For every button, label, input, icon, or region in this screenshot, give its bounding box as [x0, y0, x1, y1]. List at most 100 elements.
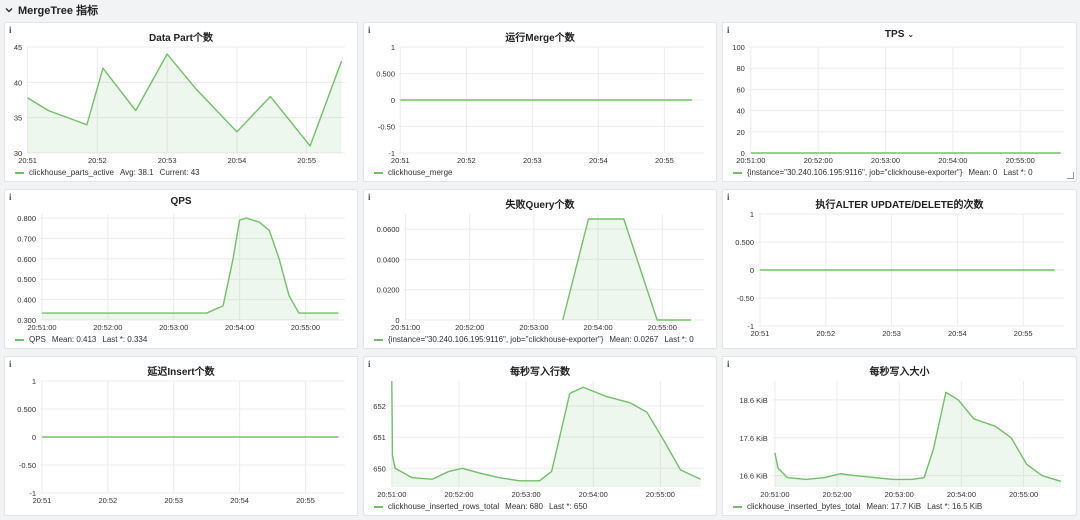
- legend-swatch: [374, 505, 383, 508]
- panel-title[interactable]: 运行Merge个数: [364, 29, 716, 44]
- panel-title[interactable]: Data Part个数: [5, 29, 357, 44]
- panel-tps[interactable]: i TPS ⌄ 0 20 40 60 80 100 20:51:00 20:52:00 20:53:0…: [722, 22, 1077, 182]
- panel-inserted-bytes-per-sec[interactable]: i 每秒写入大小 16.6 KiB 17.6 KiB 18.6 KiB 20:51:00 2…: [722, 356, 1077, 516]
- x-tick-label: 20:54: [589, 156, 608, 165]
- panel-title[interactable]: 执行ALTER UPDATE/DELETE的次数: [723, 196, 1076, 211]
- y-tick-label: -0.50: [737, 294, 754, 303]
- x-tick-label: 20:52: [457, 156, 476, 165]
- info-icon[interactable]: i: [9, 359, 12, 369]
- legend[interactable]: QPS Mean: 0.413 Last *: 0.334: [15, 335, 147, 344]
- legend[interactable]: clickhouse_inserted_rows_total Mean: 680 L…: [374, 502, 587, 511]
- panel-alter-update-delete-count[interactable]: i 执行ALTER UPDATE/DELETE的次数 -1 -0.50 0 0.500 1 2…: [722, 189, 1077, 349]
- x-tick-label: 20:51: [18, 156, 37, 165]
- info-icon[interactable]: i: [727, 25, 730, 35]
- panel-title[interactable]: 失败Query个数: [364, 196, 716, 211]
- legend-series-name[interactable]: {instance="30.240.106.195:9116", job="cl…: [388, 335, 604, 344]
- x-tick-label: 20:55:00: [1006, 156, 1035, 165]
- legend-stat: Last *: 0: [1003, 168, 1033, 177]
- y-tick-label: 0.500: [376, 70, 395, 79]
- x-tick-label: 20:55:00: [1009, 490, 1038, 499]
- x-tick-label: 20:54:00: [947, 490, 976, 499]
- panel-inserted-rows-per-sec[interactable]: i 每秒写入行数 650 651 652 20:51:00 20:52:00 20:53:00…: [363, 356, 717, 516]
- legend-series-name[interactable]: clickhouse_inserted_bytes_total: [747, 502, 861, 511]
- chart-svg: -1 -0.50 0 0.500 1 20:51 20:52 20:53 20:54 20:55: [735, 210, 1064, 338]
- info-icon[interactable]: i: [368, 359, 371, 369]
- legend-stat: Mean: 680: [505, 502, 543, 511]
- panel-title-text: 运行Merge个数: [505, 33, 575, 44]
- x-tick-label: 20:55: [296, 496, 315, 505]
- x-tick-label: 20:54: [230, 496, 249, 505]
- legend-stat: Last *: 16.5 KiB: [927, 502, 983, 511]
- panel-title-text: 延迟Insert个数: [147, 367, 215, 378]
- legend-stat: Mean: 0.413: [51, 335, 97, 344]
- y-tick-label: 1: [391, 43, 395, 52]
- panel-title[interactable]: 延迟Insert个数: [5, 363, 357, 378]
- panel-delayed-insert-count[interactable]: i 延迟Insert个数 -1 -0.50 0 0.500 1 20:51 20:52 20:53…: [4, 356, 358, 516]
- panel-running-merge-count[interactable]: i 运行Merge个数 -1 -0.50 0 0.500 1 20:51 20:52 20:53 2…: [363, 22, 717, 182]
- series-area: [391, 381, 701, 487]
- x-tick-label: 20:55: [655, 156, 674, 165]
- legend-stat: Last *: 0: [664, 335, 694, 344]
- x-tick-label: 20:53:00: [511, 490, 540, 499]
- legend-series-name[interactable]: clickhouse_inserted_rows_total: [388, 502, 500, 511]
- info-icon[interactable]: i: [727, 192, 730, 202]
- legend[interactable]: clickhouse_merge: [374, 168, 452, 177]
- legend-series-name[interactable]: {instance="30.240.106.195:9116", job="cl…: [747, 168, 963, 177]
- y-tick-label: 0.600: [17, 255, 36, 264]
- legend-stat: Mean: 0: [968, 168, 998, 177]
- legend[interactable]: clickhouse_inserted_bytes_total Mean: 17.…: [733, 502, 982, 511]
- chart-svg: -1 -0.50 0 0.500 1 20:51 20:52 20:53 20:54 20:55: [17, 377, 345, 505]
- x-tick-label: 20:51: [751, 329, 770, 338]
- panel-title[interactable]: 每秒写入行数: [364, 363, 716, 378]
- y-tick-label: 650: [373, 464, 386, 473]
- y-tick-label: 0.800: [17, 214, 36, 223]
- info-icon[interactable]: i: [368, 25, 371, 35]
- legend-stat: Mean: 0.0267: [609, 335, 659, 344]
- panel-qps[interactable]: i QPS 0.300 0.400 0.500 0.600 0.700 0.800 20:51:…: [4, 189, 358, 349]
- y-tick-label: 0: [741, 149, 745, 158]
- chart-svg: 650 651 652 20:51:00 20:52:00 20:53:00 20:54:0…: [373, 380, 704, 499]
- row-header-mergetree[interactable]: MergeTree 指标: [0, 0, 1080, 20]
- info-icon[interactable]: i: [727, 359, 730, 369]
- chevron-down-icon[interactable]: ⌄: [907, 30, 915, 39]
- x-tick-label: 20:53:00: [519, 323, 548, 332]
- legend-stat: Mean: 17.7 KiB: [866, 502, 922, 511]
- info-icon[interactable]: i: [9, 192, 12, 202]
- x-tick-label: 20:51:00: [27, 323, 56, 332]
- y-tick-label: -0.50: [19, 461, 36, 470]
- legend[interactable]: {instance="30.240.106.195:9116", job="cl…: [374, 335, 694, 344]
- panel-failed-query-count[interactable]: i 失败Query个数 0 0.0200 0.0400 0.0600 20:51:00 20:…: [363, 189, 717, 349]
- legend-series-name[interactable]: clickhouse_merge: [388, 168, 453, 177]
- y-tick-label: 651: [373, 433, 386, 442]
- panel-title[interactable]: QPS: [5, 196, 357, 207]
- resize-handle[interactable]: [1067, 172, 1074, 179]
- legend-swatch: [374, 338, 383, 341]
- legend-swatch: [374, 171, 383, 174]
- x-tick-label: 20:55: [1014, 329, 1033, 338]
- legend-series-name[interactable]: QPS: [29, 335, 46, 344]
- y-tick-label: 0.400: [17, 296, 36, 305]
- x-tick-label: 20:52: [816, 329, 835, 338]
- series-area: [41, 218, 339, 320]
- legend-stat: Last *: 650: [548, 502, 588, 511]
- legend[interactable]: {instance="30.240.106.195:9116", job="cl…: [733, 168, 1033, 177]
- legend-series-name[interactable]: clickhouse_parts_active: [29, 168, 114, 177]
- y-tick-label: -1: [747, 322, 754, 331]
- panel-title[interactable]: 每秒写入大小: [723, 363, 1076, 378]
- panel-data-part-count[interactable]: i Data Part个数 30 35 40 45 20:51 20:52 20:53 20:54…: [4, 22, 358, 182]
- y-tick-label: 60: [736, 85, 744, 94]
- chevron-down-icon[interactable]: [5, 6, 13, 14]
- legend-swatch: [15, 171, 24, 174]
- x-tick-label: 20:54:00: [938, 156, 967, 165]
- y-tick-label: 100: [732, 43, 745, 52]
- panel-title-text: 失败Query个数: [505, 200, 575, 211]
- panel-title[interactable]: TPS ⌄: [723, 29, 1076, 40]
- y-tick-label: -1: [29, 489, 36, 498]
- y-tick-label: -0.50: [378, 123, 395, 132]
- x-tick-label: 20:54: [948, 329, 967, 338]
- legend[interactable]: clickhouse_parts_active Avg: 38.1 Current:…: [15, 168, 200, 177]
- x-tick-label: 20:52:00: [455, 323, 484, 332]
- legend-stat: Avg: 38.1: [119, 168, 154, 177]
- info-icon[interactable]: i: [9, 25, 12, 35]
- info-icon[interactable]: i: [368, 192, 371, 202]
